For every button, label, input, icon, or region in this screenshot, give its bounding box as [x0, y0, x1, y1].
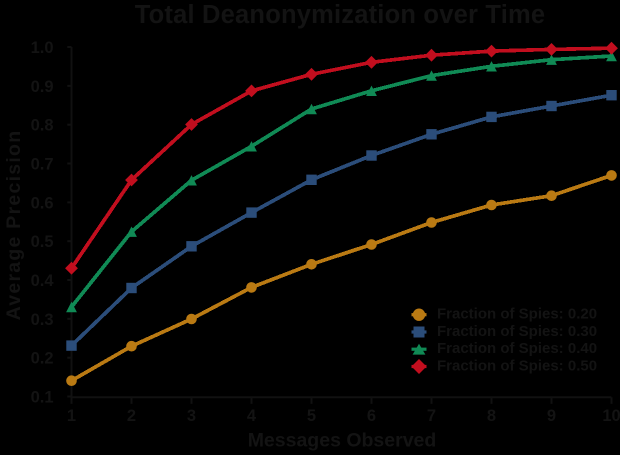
svg-text:0.6: 0.6: [31, 194, 54, 212]
svg-text:0.9: 0.9: [31, 78, 54, 96]
svg-text:4: 4: [247, 407, 257, 425]
svg-text:1.0: 1.0: [31, 39, 54, 57]
svg-text:3: 3: [187, 407, 196, 425]
svg-text:2: 2: [127, 407, 136, 425]
svg-text:7: 7: [427, 407, 436, 425]
svg-text:8: 8: [487, 407, 496, 425]
svg-text:5: 5: [307, 407, 316, 425]
svg-text:9: 9: [547, 407, 556, 425]
svg-text:0.1: 0.1: [31, 389, 54, 407]
svg-text:Messages Observed: Messages Observed: [248, 430, 437, 452]
svg-text:Fraction of Spies: 0.40: Fraction of Spies: 0.40: [437, 340, 597, 357]
svg-text:Fraction of Spies: 0.50: Fraction of Spies: 0.50: [437, 357, 597, 374]
svg-text:0.7: 0.7: [31, 156, 54, 174]
svg-text:10: 10: [602, 407, 620, 425]
svg-text:1: 1: [67, 407, 76, 425]
svg-text:0.2: 0.2: [31, 350, 54, 368]
svg-text:0.8: 0.8: [31, 117, 54, 135]
svg-text:0.5: 0.5: [31, 233, 54, 251]
svg-text:Fraction of Spies: 0.20: Fraction of Spies: 0.20: [437, 306, 597, 323]
svg-text:0.4: 0.4: [31, 272, 55, 290]
svg-text:Fraction of Spies: 0.30: Fraction of Spies: 0.30: [437, 323, 597, 340]
svg-text:6: 6: [367, 407, 376, 425]
svg-text:Average Precision: Average Precision: [3, 130, 25, 321]
svg-text:0.3: 0.3: [31, 311, 54, 329]
svg-text:Total Deanonymization over Tim: Total Deanonymization over Time: [135, 1, 546, 29]
